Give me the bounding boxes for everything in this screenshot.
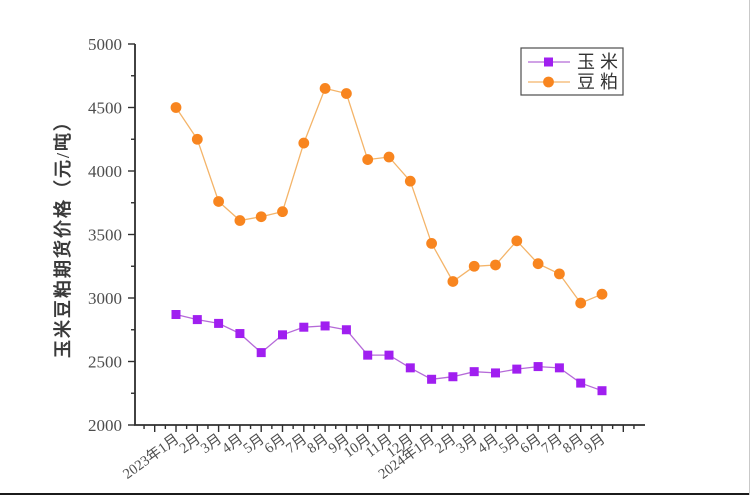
soybean-meal-data-point	[298, 137, 310, 149]
y-tick-label: 4500	[88, 99, 122, 118]
soybean-meal-data-point	[468, 260, 480, 272]
corn-legend-marker	[544, 57, 553, 67]
soybean-meal-data-point	[554, 268, 565, 280]
corn-data-point	[256, 348, 266, 358]
soybean-meal-data-point	[383, 151, 395, 163]
corn-data-point	[597, 386, 607, 396]
axis-lines	[134, 44, 645, 426]
soybean-meal-data-point	[255, 211, 267, 223]
soybean-meal-data-point	[341, 88, 352, 99]
y-tick-label: 3000	[88, 289, 122, 308]
y-tick-label: 2500	[88, 353, 122, 372]
corn-data-point	[533, 362, 543, 372]
soybean-meal-data-point	[575, 297, 587, 309]
corn-data-point	[576, 378, 586, 388]
legend-box	[520, 47, 624, 96]
soybean-meal-data-point	[426, 237, 437, 249]
soybean-meal-data-point	[404, 175, 416, 187]
soybean-meal-data-point	[490, 259, 501, 271]
soybean-meal-data-point	[213, 196, 225, 207]
corn-data-point	[427, 374, 437, 384]
legend-label: 豆粕	[577, 72, 623, 92]
corn-data-point	[554, 363, 564, 373]
corn-data-point	[448, 372, 458, 382]
y-tick-label: 2000	[88, 416, 122, 435]
legend-entry-soybean-meal: 豆粕	[528, 72, 623, 92]
corn-data-point	[469, 367, 479, 377]
y-tick-label: 5000	[88, 35, 122, 54]
corn-data-point	[299, 322, 309, 332]
soybean-meal-data-point	[277, 206, 288, 218]
corn-data-point	[405, 363, 415, 373]
x-tick-label: 9月	[581, 431, 608, 457]
corn-data-point	[320, 321, 330, 331]
y-tick-label: 3500	[88, 226, 122, 245]
y-axis-title: 玉米豆粕期货价格（元/吨）	[52, 111, 73, 358]
corn-data-point	[512, 364, 522, 374]
corn-data-point	[341, 325, 351, 335]
corn-data-point	[192, 315, 202, 325]
corn-data-point	[491, 368, 500, 378]
soybean-meal-data-point	[511, 235, 523, 247]
corn-data-point	[171, 310, 181, 320]
corn-data-point	[278, 330, 287, 340]
soybean-meal-data-point	[362, 154, 374, 165]
soybean-meal-data-point	[532, 258, 544, 270]
soybean-meal-data-point	[170, 102, 182, 113]
corn-data-point	[214, 318, 224, 328]
soybean-meal-data-point	[234, 215, 246, 226]
corn-data-point	[235, 329, 245, 339]
soybean-meal-data-point	[447, 276, 459, 287]
legend-entry-corn: 玉米	[528, 52, 623, 72]
soybean-meal-data-point	[319, 83, 331, 94]
x-tick-label: 2023年1月	[120, 430, 183, 482]
image-border-bottom	[0, 493, 750, 495]
soybean-meal-data-point	[596, 288, 608, 300]
corn-data-point	[384, 350, 394, 360]
soybean-meal-data-point	[191, 133, 203, 145]
soybean-meal-legend-marker	[543, 76, 554, 88]
corn-data-point	[363, 350, 373, 360]
legend-label: 玉米	[577, 52, 623, 72]
soybean-meal-series-line	[175, 87, 603, 304]
y-tick-label: 4000	[88, 162, 122, 181]
